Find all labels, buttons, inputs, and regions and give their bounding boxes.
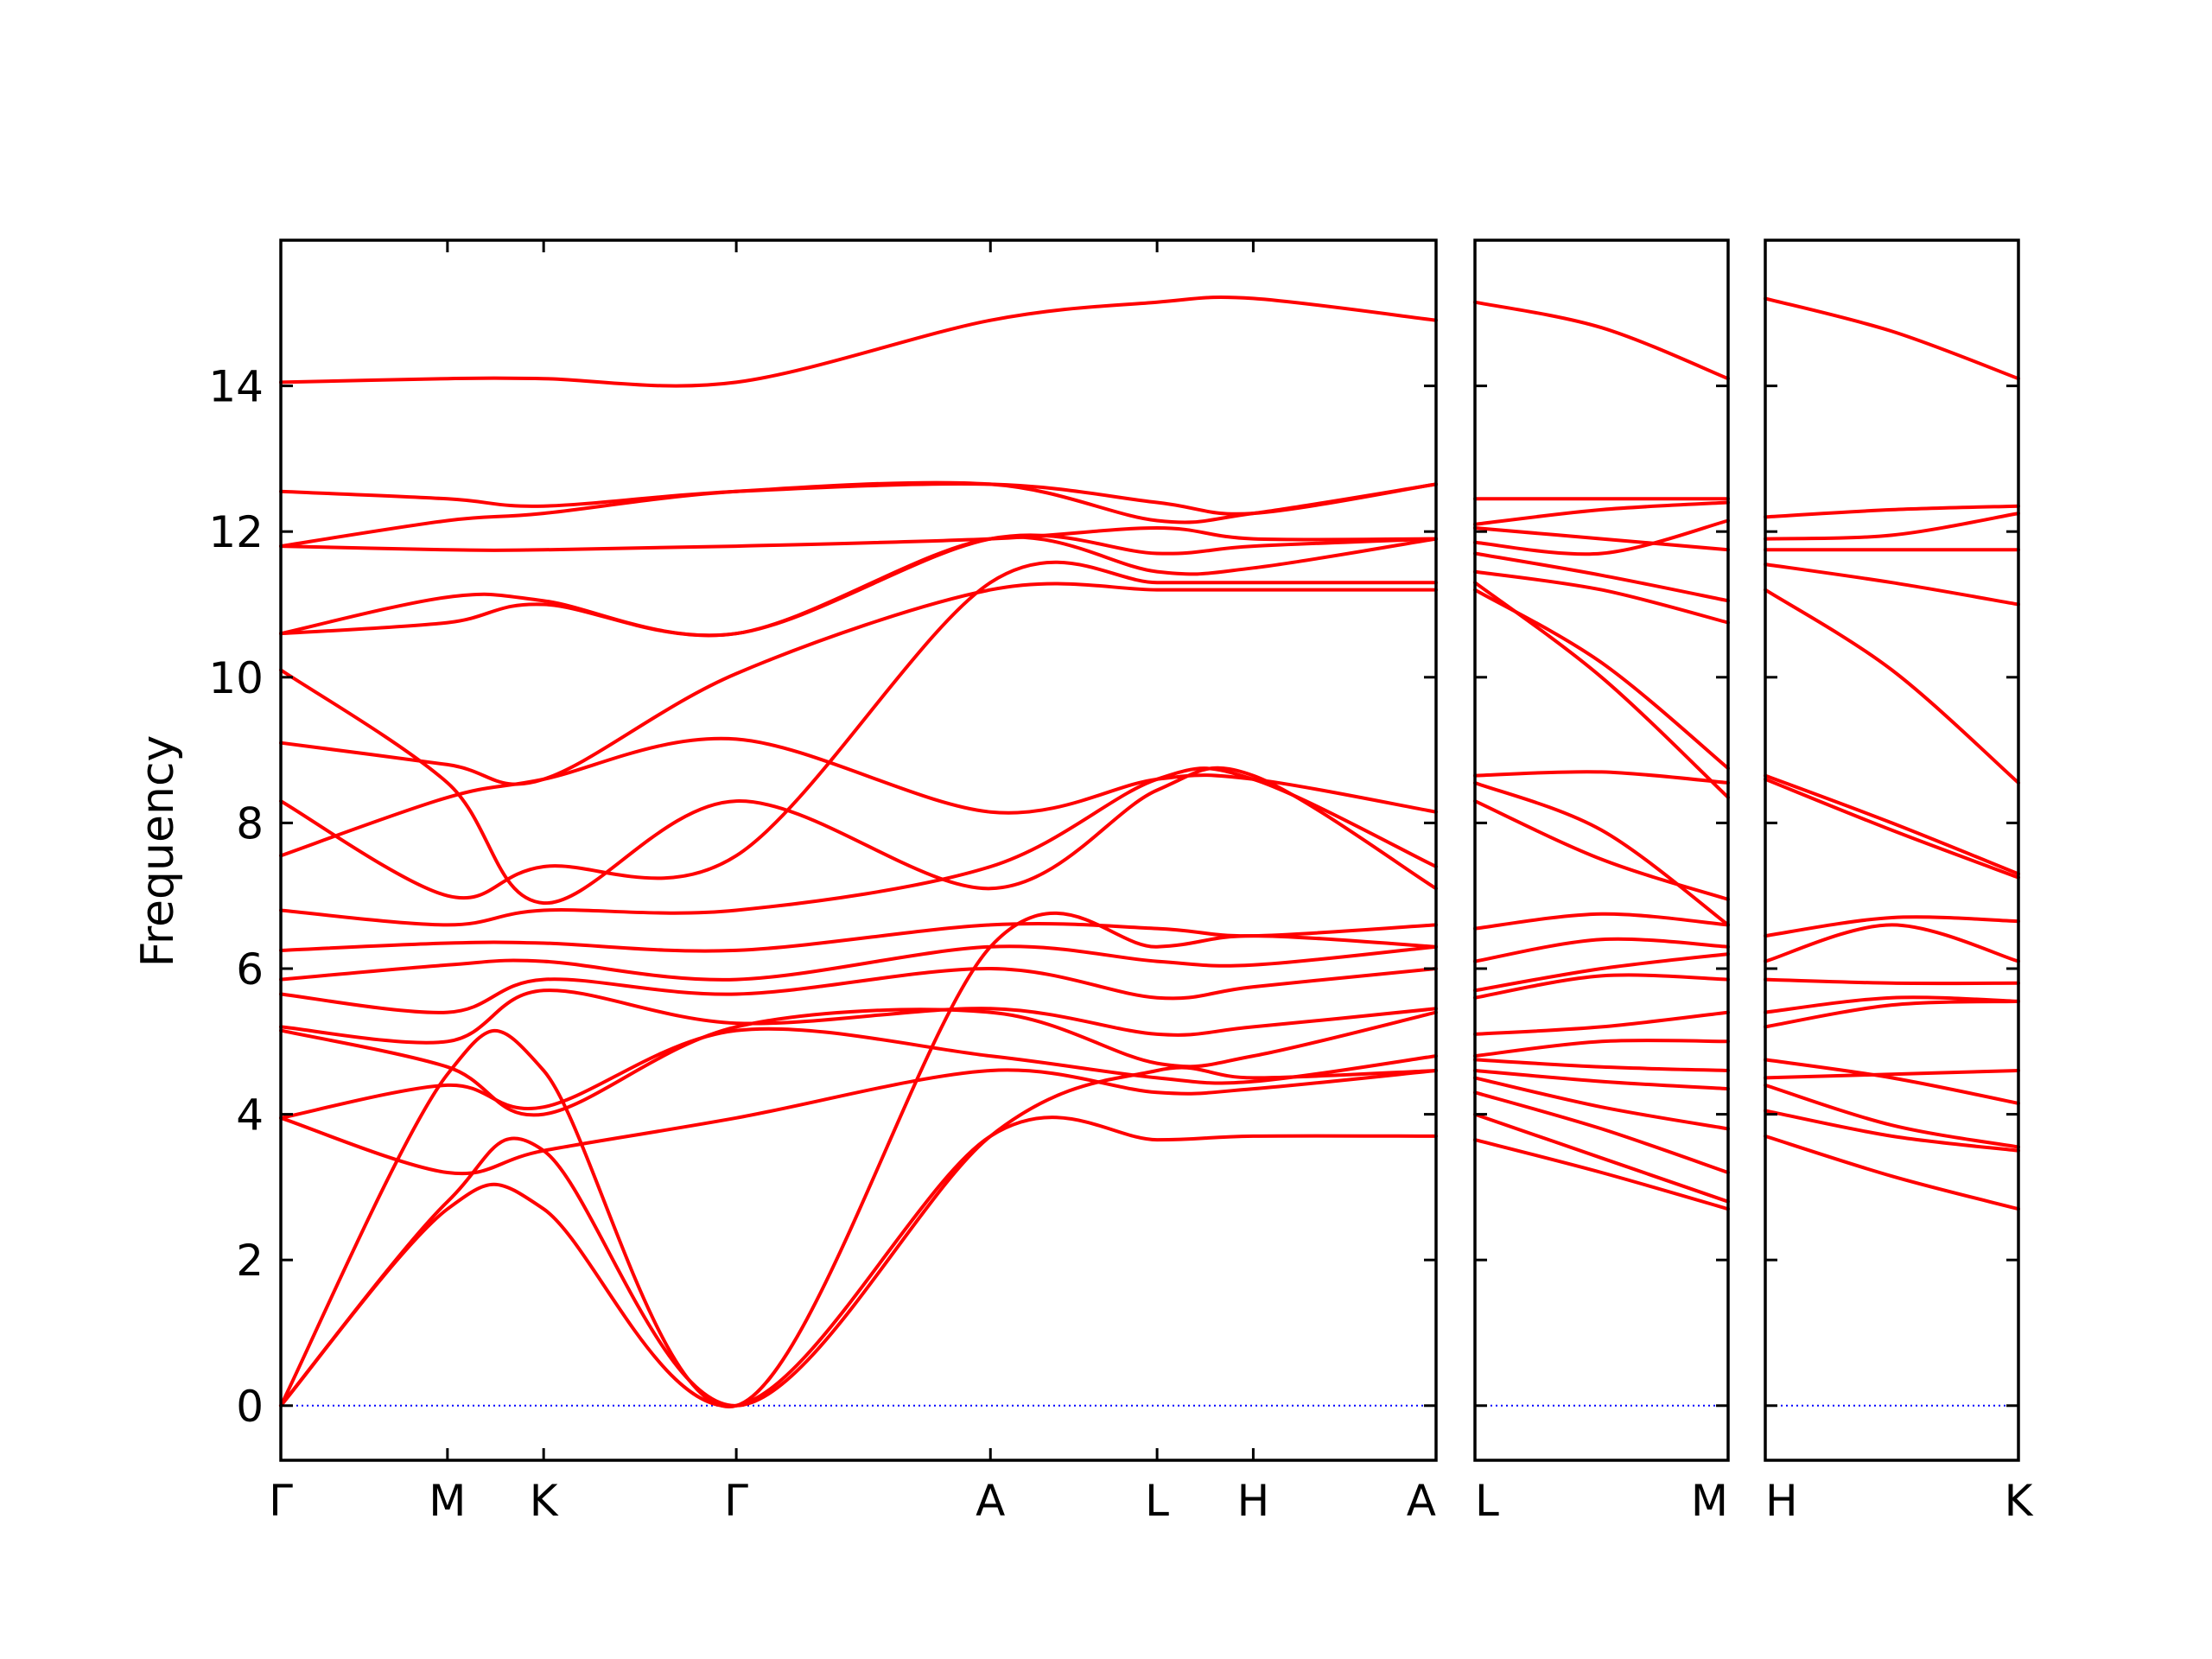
band-1-20: [279, 481, 1438, 516]
band-2-21: [1473, 526, 1730, 552]
band-1-21: [279, 295, 1438, 388]
x-tick-label: L: [1475, 1476, 1499, 1526]
band-2-15: [1473, 770, 1730, 785]
y-tick-label: 10: [208, 653, 264, 703]
y-tick-label: 8: [236, 798, 264, 849]
band-1-9: [279, 944, 1438, 982]
band-1-15: [279, 668, 1438, 906]
x-tick-label: H: [1765, 1476, 1798, 1526]
x-tick-label: Γ: [269, 1476, 293, 1526]
band-1-16: [279, 535, 1438, 638]
band-3-12: [1764, 773, 2020, 876]
y-tick-label: 12: [208, 507, 264, 557]
band-2-20: [1473, 518, 1730, 556]
band-1-18: [279, 526, 1438, 552]
panel-frame: [279, 238, 1438, 1462]
x-tick-label: L: [1145, 1476, 1169, 1526]
band-3-5: [1764, 1058, 2020, 1105]
band-3-14: [1764, 563, 2020, 607]
band-1-12: [279, 736, 1438, 858]
band-3-10: [1764, 915, 2020, 938]
y-tick-label: 2: [236, 1236, 264, 1286]
band-2-18: [1473, 569, 1730, 625]
x-tick-label: M: [429, 1476, 466, 1526]
band-2-7: [1473, 1039, 1730, 1058]
band-3-2: [1764, 1109, 2020, 1153]
panel-frame: [1473, 238, 1730, 1462]
band-1-17: [279, 533, 1438, 638]
band-3-18: [1764, 296, 2020, 381]
band-3-4: [1764, 1069, 2020, 1080]
y-tick-label: 0: [236, 1382, 264, 1432]
band-3-1: [1764, 1134, 2020, 1211]
band-2-8: [1473, 1010, 1730, 1036]
band-1-10: [279, 922, 1438, 953]
y-axis-label: Frequency: [132, 735, 184, 968]
y-tick-label: 6: [236, 944, 264, 995]
band-2-22: [1473, 500, 1730, 526]
band-3-13: [1764, 588, 2020, 785]
band-2-6: [1473, 1058, 1730, 1072]
band-2-12: [1473, 912, 1730, 931]
band-2-11: [1473, 937, 1730, 963]
band-1-2: [279, 1065, 1438, 1408]
band-2-9: [1473, 973, 1730, 1000]
band-1-13: [279, 560, 1438, 900]
x-tick-label: A: [1407, 1476, 1436, 1526]
band-1-4: [279, 1068, 1438, 1176]
band-3-16: [1764, 512, 2020, 541]
band-2-4: [1473, 1076, 1730, 1131]
band-2-19: [1473, 551, 1730, 603]
x-tick-label: M: [1691, 1476, 1728, 1526]
band-3-3: [1764, 1083, 2020, 1149]
x-tick-label: K: [2005, 1476, 2034, 1526]
band-2-13: [1473, 799, 1730, 901]
x-tick-label: K: [530, 1476, 559, 1526]
band-2-10: [1473, 952, 1730, 993]
band-3-17: [1764, 504, 2020, 519]
y-tick-label: 14: [208, 362, 264, 412]
band-1-19: [279, 480, 1438, 549]
band-1-6: [279, 1007, 1438, 1117]
y-tick-label: 4: [236, 1090, 264, 1141]
band-1-7: [279, 988, 1438, 1045]
band-3-8: [1764, 977, 2020, 986]
band-2-17: [1473, 581, 1730, 799]
band-3-7: [1764, 995, 2020, 1014]
band-2-3: [1473, 1090, 1730, 1174]
band-2-2: [1473, 1112, 1730, 1204]
band-3-9: [1764, 923, 2020, 963]
band-3-11: [1764, 777, 2020, 880]
x-tick-label: A: [976, 1476, 1005, 1526]
band-1-14: [279, 582, 1438, 786]
x-tick-label: Γ: [724, 1476, 748, 1526]
band-1-3: [279, 911, 1438, 1408]
panel-frame: [1764, 238, 2020, 1462]
band-2-14: [1473, 781, 1730, 927]
band-1-8: [279, 966, 1438, 1014]
band-1-1: [279, 1116, 1438, 1408]
band-2-24: [1473, 300, 1730, 381]
x-tick-label: H: [1237, 1476, 1270, 1526]
band-1-5: [279, 1027, 1438, 1120]
band-2-5: [1473, 1069, 1730, 1091]
band-2-1: [1473, 1138, 1730, 1211]
band-3-6: [1764, 999, 2020, 1029]
panel-1: Γ M K Γ A L H A 0 2 4 6 8 10 12 14: [208, 238, 1438, 1526]
